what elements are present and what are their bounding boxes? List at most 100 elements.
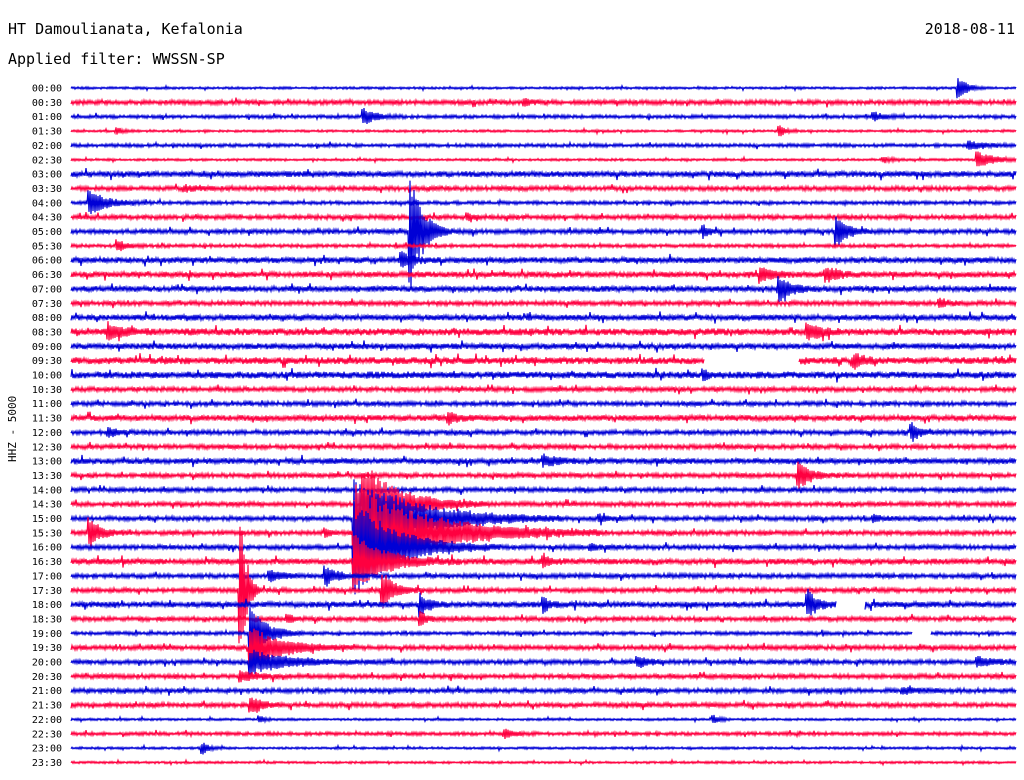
trace-row <box>70 714 1017 724</box>
time-label: 13:00 <box>32 457 62 468</box>
time-label: 05:30 <box>32 241 62 252</box>
time-label: 11:00 <box>32 399 62 410</box>
time-label: 10:00 <box>32 371 62 382</box>
time-label: 01:00 <box>32 112 62 123</box>
trace-row <box>70 239 1017 252</box>
time-label: 18:00 <box>32 600 62 611</box>
trace-row <box>70 97 1017 108</box>
time-label: 09:00 <box>32 342 62 353</box>
time-label: 12:30 <box>32 442 62 453</box>
time-label: 03:00 <box>32 170 62 181</box>
trace-row <box>70 670 1017 683</box>
time-label: 17:00 <box>32 571 62 582</box>
time-label: 06:30 <box>32 270 62 281</box>
trace-row <box>70 610 1017 627</box>
trace-row <box>70 565 1017 587</box>
filter-label: Applied filter: WWSSN-SP <box>8 50 225 68</box>
trace-row <box>70 190 1017 215</box>
trace-row <box>70 685 1017 696</box>
trace-row <box>70 180 1017 291</box>
trace-row <box>70 411 1017 426</box>
trace-row <box>70 168 1017 181</box>
trace-row <box>70 758 1017 767</box>
record-date: 2018-08-11 <box>924 20 1015 38</box>
trace-row <box>70 398 1017 409</box>
time-label: 07:30 <box>32 299 62 310</box>
time-label: 15:30 <box>32 528 62 539</box>
time-label: 02:00 <box>32 141 62 152</box>
time-label: 02:30 <box>32 155 62 166</box>
trace-row <box>70 588 1017 618</box>
trace-row <box>70 353 1017 370</box>
trace-row <box>70 151 1017 167</box>
trace-row <box>70 311 1017 324</box>
time-label: 06:00 <box>32 256 62 267</box>
trace-row <box>70 321 1017 342</box>
trace-row <box>70 297 1017 309</box>
trace-row <box>70 125 1017 137</box>
time-label: 14:00 <box>32 485 62 496</box>
time-label: 11:30 <box>32 414 62 425</box>
time-label: 16:30 <box>32 557 62 568</box>
time-label: 20:30 <box>32 672 62 683</box>
trace-row <box>70 728 1017 740</box>
trace-row <box>70 501 1017 595</box>
time-label: 15:00 <box>32 514 62 525</box>
time-label: 08:00 <box>32 313 62 324</box>
trace-row <box>70 140 1017 150</box>
trace-row <box>70 485 1017 495</box>
time-label: 18:30 <box>32 614 62 625</box>
time-label: 19:30 <box>32 643 62 654</box>
trace-row <box>70 183 1017 194</box>
trace-row <box>70 251 1017 268</box>
trace-row <box>70 267 1017 284</box>
trace-row <box>70 367 1017 383</box>
time-label: 22:00 <box>32 715 62 726</box>
trace-row <box>70 697 1017 713</box>
time-label: 21:00 <box>32 686 62 697</box>
trace-row <box>70 607 1017 659</box>
time-label: 19:00 <box>32 629 62 640</box>
time-label: 04:00 <box>32 198 62 209</box>
trace-row <box>70 628 1017 672</box>
trace-row <box>70 108 1017 124</box>
trace-row <box>70 384 1017 395</box>
trace-row <box>70 276 1017 303</box>
trace-row <box>70 649 1017 676</box>
time-label: 23:30 <box>32 758 62 769</box>
time-label: 01:30 <box>32 127 62 138</box>
trace-row <box>70 479 1017 565</box>
trace-row <box>70 212 1017 223</box>
time-label: 23:00 <box>32 744 62 755</box>
trace-row <box>70 340 1017 353</box>
trace-row <box>70 742 1017 755</box>
trace-row <box>70 422 1017 442</box>
time-label: 21:30 <box>32 701 62 712</box>
time-label: 09:30 <box>32 356 62 367</box>
time-label: 14:30 <box>32 500 62 511</box>
time-label: 03:30 <box>32 184 62 195</box>
station-title: HT Damoulianata, Kefalonia <box>8 20 243 38</box>
time-label: 12:00 <box>32 428 62 439</box>
time-label: 13:30 <box>32 471 62 482</box>
time-label: 08:30 <box>32 327 62 338</box>
time-label: 22:30 <box>32 729 62 740</box>
time-label: 20:00 <box>32 658 62 669</box>
trace-row <box>70 470 1017 545</box>
time-label: 05:00 <box>32 227 62 238</box>
trace-row <box>70 441 1017 452</box>
trace-row <box>70 453 1017 468</box>
time-label: 04:30 <box>32 213 62 224</box>
trace-row <box>70 526 1017 644</box>
time-label: 17:30 <box>32 586 62 597</box>
time-label: 07:00 <box>32 284 62 295</box>
time-label: 00:30 <box>32 98 62 109</box>
trace-row <box>70 535 1017 589</box>
time-label: 16:00 <box>32 543 62 554</box>
trace-row <box>70 78 1017 99</box>
trace-row <box>70 484 1017 577</box>
time-label: 10:30 <box>32 385 62 396</box>
time-label: 00:00 <box>32 84 62 95</box>
trace-row <box>70 461 1017 489</box>
